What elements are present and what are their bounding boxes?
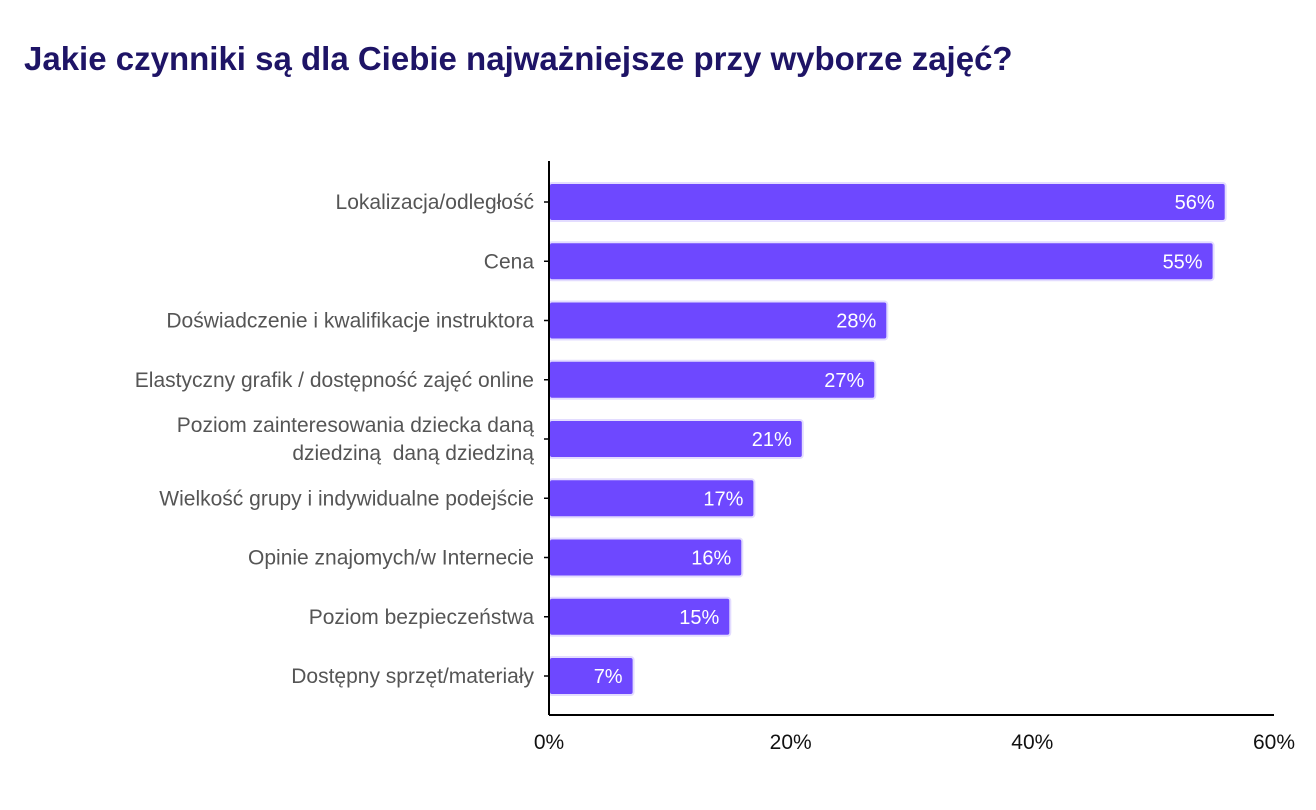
category-label: Doświadczenie i kwalifikacje instruktora [166,310,534,333]
data-label: 7% [594,666,623,688]
x-tick-label: 0% [534,731,564,754]
category-label: dziedziną daną dziedziną [292,442,534,465]
chart-title: Jakie czynniki są dla Ciebie najważniejs… [24,40,1013,77]
category-label: Cena [484,250,535,273]
bar [548,182,1227,222]
data-label: 27% [824,370,864,392]
data-label: 16% [691,548,731,570]
category-label: Poziom zainteresowania dziecka daną [177,414,535,437]
data-label: 21% [752,429,792,451]
data-label: 15% [679,607,719,629]
data-label: 17% [703,488,743,510]
x-tick-label: 20% [770,731,812,754]
data-label: 55% [1163,251,1203,273]
x-tick-label: 60% [1253,731,1295,754]
category-label: Lokalizacja/odległość [336,191,534,214]
data-label: 56% [1175,192,1215,214]
category-label: Wielkość grupy i indywidualne podejście [159,487,534,510]
category-label: Opinie znajomych/w Internecie [248,547,534,570]
category-label: Elastyczny grafik / dostępność zajęć onl… [135,369,534,392]
bar [548,241,1215,282]
category-label: Dostępny sprzęt/materiały [291,665,534,688]
x-tick-label: 40% [1011,731,1053,754]
category-label: Poziom bezpieczeństwa [309,606,535,629]
data-label: 28% [836,311,876,333]
